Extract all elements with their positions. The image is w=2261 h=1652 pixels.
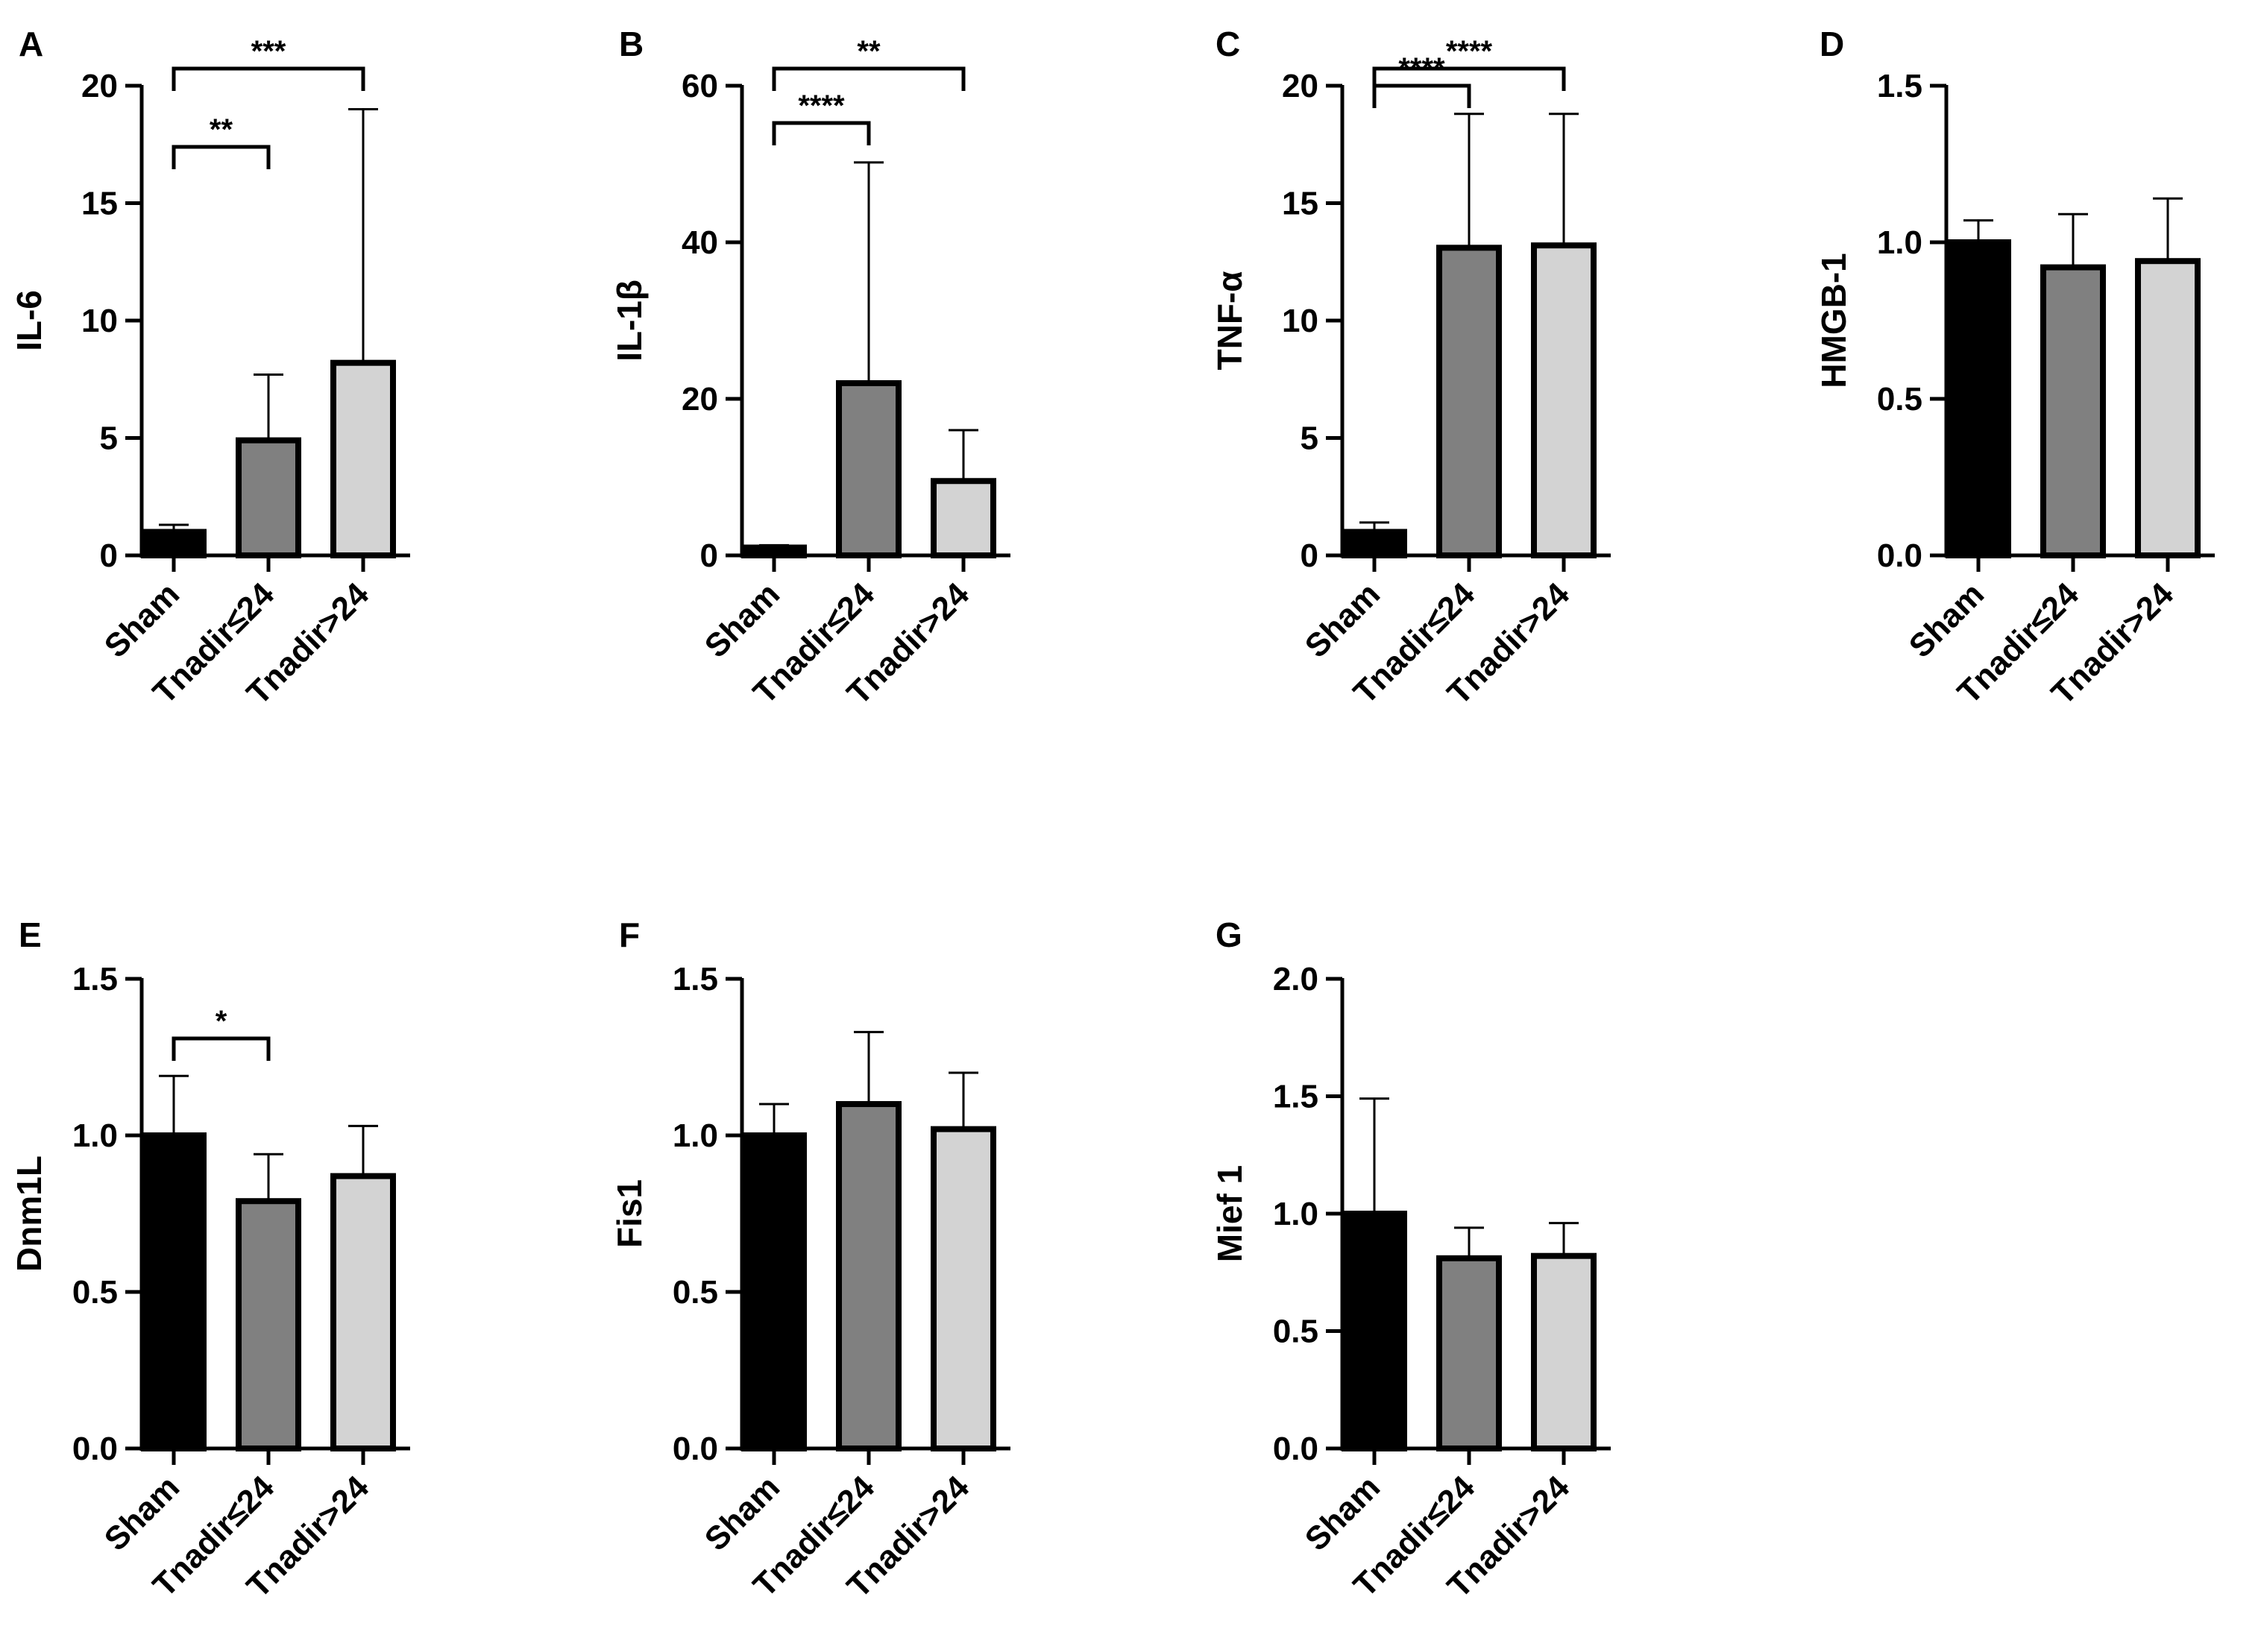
y-axis-label: Mief 1 (1210, 1165, 1249, 1262)
panel-d: D0.00.51.01.5HMGB-1ShamTnadir≤24Tnadir>2… (1814, 25, 2215, 712)
y-tick-label: 0 (100, 537, 118, 574)
y-tick-label: 10 (1282, 303, 1318, 339)
bar-sham (741, 544, 807, 558)
y-tick-label: 5 (100, 420, 118, 457)
y-tick-label: 15 (81, 186, 118, 222)
y-tick-label: 0.5 (673, 1274, 718, 1311)
significance-bracket (772, 66, 966, 91)
significance-bracket (172, 66, 365, 91)
bar-tnadir-le24 (2040, 264, 2106, 558)
y-tick-label: 1.0 (1877, 224, 1922, 261)
y-tick-label: 0.0 (72, 1431, 118, 1467)
y-axis-label: TNF-α (1210, 271, 1249, 370)
bar-tnadir-gt24 (931, 478, 996, 558)
x-category-label: Sham (1902, 576, 1991, 664)
y-tick-label: 0.0 (1273, 1431, 1318, 1467)
panel-letter: E (19, 915, 42, 954)
y-axis-label: HMGB-1 (1814, 253, 1853, 388)
y-tick-label: 0 (700, 537, 718, 574)
y-tick-label: 2.0 (1273, 961, 1318, 997)
y-tick-label: 1.0 (1273, 1196, 1318, 1232)
y-tick-label: 5 (1301, 420, 1318, 457)
significance-label: **** (798, 89, 845, 122)
panel-e: E0.00.51.01.5Dnm1LShamTnadir≤24Tnadir>24… (10, 915, 410, 1605)
panel-letter: A (19, 25, 43, 63)
bar-tnadir-gt24 (330, 1173, 396, 1451)
y-tick-label: 20 (682, 381, 718, 417)
bar-tnadir-le24 (236, 1198, 301, 1451)
bar-sham (1946, 239, 2011, 558)
significance-label: ** (210, 113, 233, 146)
y-axis-label: IL-1β (610, 280, 649, 362)
panel-c: C05101520TNF-αShamTnadir≤24Tnadir>24****… (1210, 25, 1611, 712)
significance-bracket (172, 1036, 271, 1061)
x-category-label: Sham (1298, 576, 1387, 664)
panel-letter: B (619, 25, 644, 63)
y-tick-label: 0.0 (1877, 537, 1922, 574)
y-tick-label: 1.5 (1273, 1079, 1318, 1115)
y-tick-label: 1.0 (72, 1117, 118, 1154)
panel-b: B0204060IL-1βShamTnadir≤24Tnadir>24*****… (610, 25, 1010, 712)
bar-sham (1342, 1211, 1407, 1451)
y-axis-label: IL-6 (10, 290, 48, 351)
bar-tnadir-gt24 (330, 359, 396, 558)
bar-sham (1342, 529, 1407, 558)
y-tick-label: 20 (81, 68, 118, 104)
x-category-label: Sham (698, 576, 787, 664)
y-tick-label: 0.0 (673, 1431, 718, 1467)
y-tick-label: 40 (682, 224, 718, 261)
bar-tnadir-le24 (1436, 1255, 1502, 1451)
significance-bracket (772, 121, 871, 145)
bar-tnadir-gt24 (931, 1126, 996, 1451)
bar-tnadir-le24 (236, 437, 301, 559)
y-tick-label: 1.5 (673, 961, 718, 997)
panel-letter: C (1216, 25, 1240, 63)
y-axis-label: Fis1 (610, 1179, 649, 1248)
significance-label: * (216, 1005, 227, 1038)
bar-tnadir-le24 (1436, 245, 1502, 558)
bar-tnadir-gt24 (1531, 1252, 1597, 1451)
significance-label: ** (857, 35, 881, 68)
y-tick-label: 1.5 (72, 961, 118, 997)
y-tick-label: 1.5 (1877, 68, 1922, 104)
y-tick-label: 0.5 (72, 1274, 118, 1311)
y-tick-label: 1.0 (673, 1117, 718, 1154)
bar-tnadir-le24 (836, 1101, 902, 1451)
y-tick-label: 0.5 (1273, 1314, 1318, 1350)
bar-sham (141, 529, 207, 558)
y-tick-label: 15 (1282, 186, 1318, 222)
bar-tnadir-gt24 (1531, 242, 1597, 558)
significance-label: **** (1446, 35, 1493, 68)
x-category-label: Sham (698, 1469, 787, 1557)
panel-letter: F (619, 915, 640, 954)
panel-letter: G (1216, 915, 1242, 954)
significance-bracket (172, 145, 271, 169)
bar-sham (141, 1132, 207, 1451)
panel-letter: D (1820, 25, 1844, 63)
y-tick-label: 0.5 (1877, 381, 1922, 417)
significance-bracket (1372, 83, 1471, 108)
y-axis-label: Dnm1L (10, 1156, 48, 1272)
significance-label: *** (251, 35, 286, 68)
significance-bracket (1372, 66, 1566, 91)
bar-tnadir-le24 (836, 380, 902, 558)
y-tick-label: 0 (1301, 537, 1318, 574)
bar-sham (741, 1132, 807, 1451)
x-category-label: Sham (98, 1469, 186, 1557)
y-tick-label: 60 (682, 68, 718, 104)
y-tick-label: 20 (1282, 68, 1318, 104)
bar-tnadir-gt24 (2135, 258, 2201, 558)
x-category-label: Sham (1298, 1469, 1387, 1557)
y-tick-label: 10 (81, 303, 118, 339)
x-category-label: Sham (98, 576, 186, 664)
